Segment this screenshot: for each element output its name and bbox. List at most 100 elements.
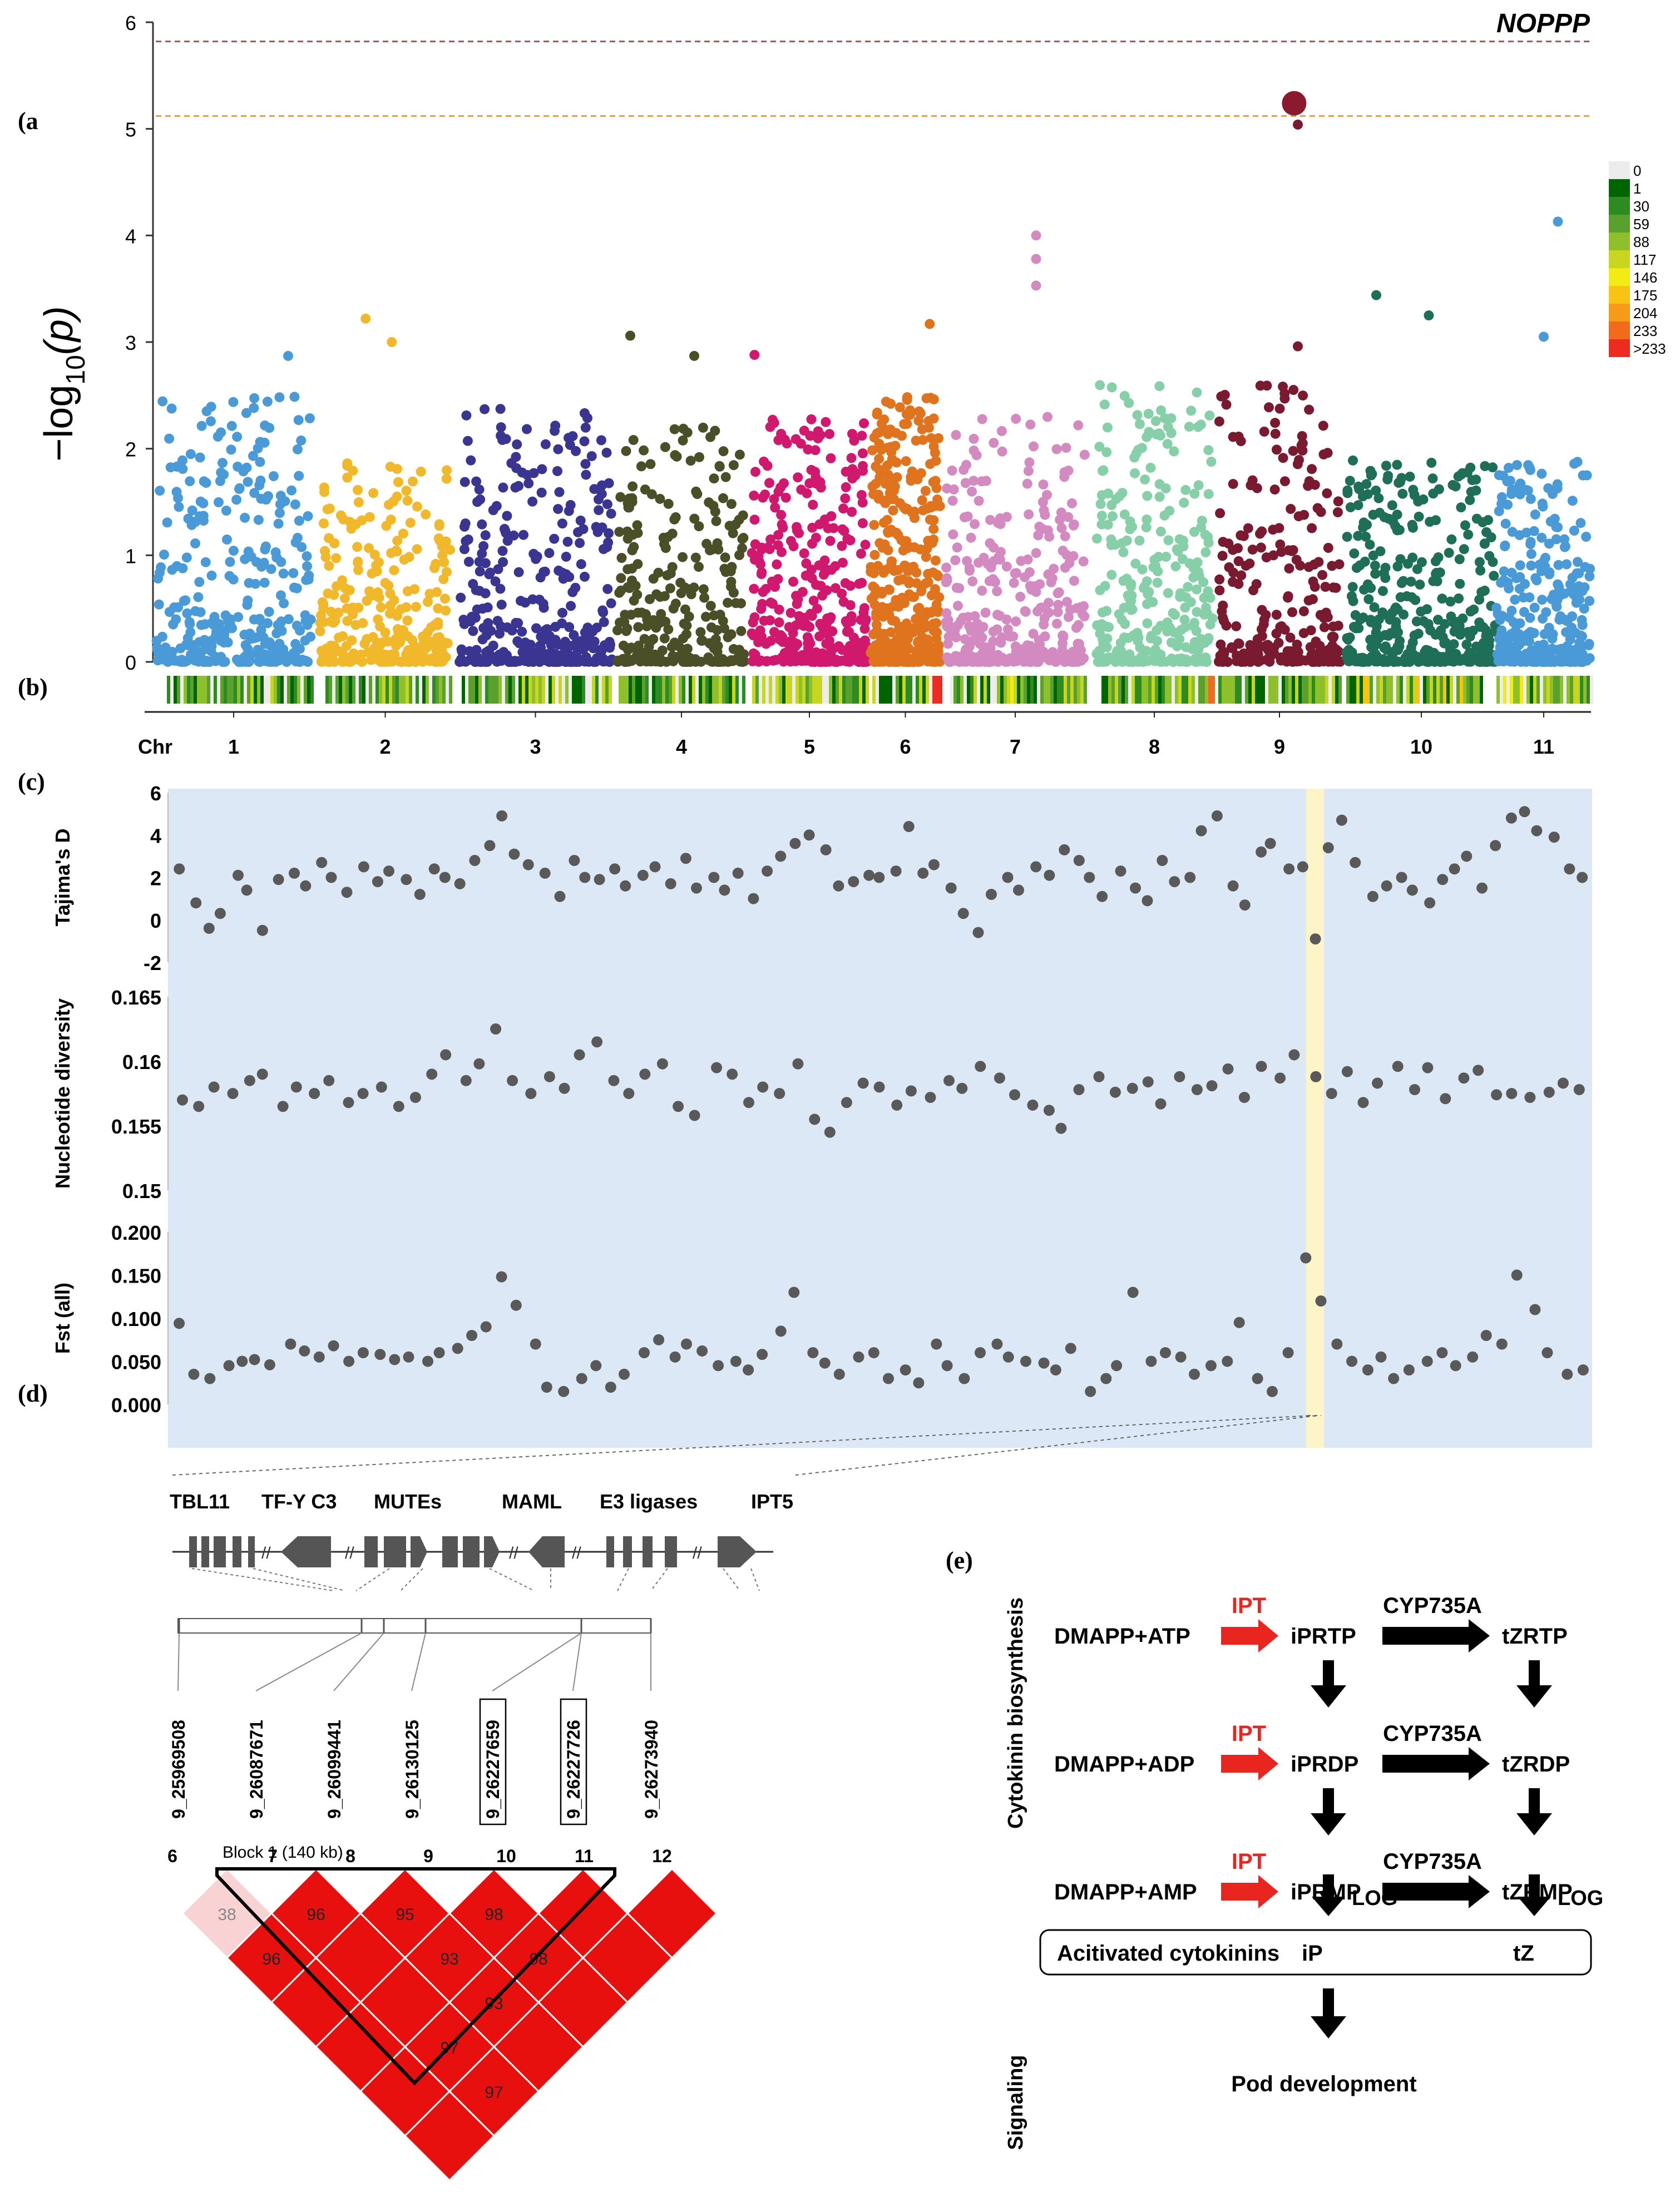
density-cell — [518, 676, 522, 704]
snp-point-top — [1293, 341, 1303, 352]
snp-point — [856, 548, 866, 559]
density-cell — [642, 676, 645, 704]
snp-point — [1137, 564, 1148, 575]
density-cell — [538, 676, 542, 704]
snp-point — [233, 612, 244, 622]
snp-point — [1512, 460, 1522, 471]
snp-point — [1055, 514, 1065, 525]
snp-point — [661, 656, 672, 667]
snp-point — [1024, 567, 1035, 577]
popgen-point — [569, 855, 580, 866]
ylabel-base: 10 — [61, 355, 91, 384]
snp-point — [669, 424, 680, 434]
snp-point — [859, 418, 869, 429]
snp-point — [507, 625, 517, 636]
density-cell — [1332, 676, 1335, 704]
snp-point — [271, 552, 282, 563]
snp-point — [1039, 619, 1049, 630]
density-cell — [1325, 676, 1328, 704]
snp-point — [780, 492, 791, 503]
popgen-point — [748, 893, 759, 904]
snp-point — [627, 563, 637, 574]
snp-point — [1567, 496, 1578, 506]
density-cell — [1101, 676, 1105, 704]
snp-point — [967, 486, 977, 497]
snp-point — [1297, 446, 1308, 456]
density-cell — [1262, 676, 1265, 704]
snp-point — [629, 542, 639, 552]
snp-point-top — [689, 350, 699, 361]
density-cell — [535, 676, 538, 704]
snp-point — [1333, 496, 1343, 507]
snp-point — [1471, 641, 1481, 652]
popgen-point — [1059, 844, 1070, 855]
popgen-point — [696, 1345, 708, 1357]
density-cell — [1168, 676, 1172, 704]
snp-point — [636, 461, 646, 472]
popgen-point — [1505, 812, 1517, 824]
snp-point — [1094, 442, 1105, 452]
snp-point — [1155, 526, 1166, 537]
popgen-point — [440, 1049, 452, 1061]
activated-cytokinins-box — [1039, 1929, 1592, 1976]
snp-point — [1100, 581, 1110, 591]
density-cell — [1255, 676, 1258, 704]
popgen-point — [1421, 1355, 1433, 1367]
exon — [665, 1536, 677, 1567]
legend-swatch — [1609, 268, 1630, 286]
snp-point — [1278, 453, 1288, 463]
popgen-point — [174, 863, 185, 875]
density-cell — [1550, 676, 1553, 704]
popgen-point — [358, 861, 369, 873]
density-cell — [819, 676, 822, 704]
snp-point — [631, 652, 641, 662]
snp-point — [1481, 657, 1492, 667]
density-cell — [1228, 676, 1232, 704]
snp-point — [1054, 652, 1065, 663]
down-arrow — [1311, 1660, 1346, 1708]
popgen-point — [649, 861, 661, 873]
density-cell — [970, 676, 974, 704]
snp-point — [1332, 656, 1343, 667]
density-cell — [1536, 676, 1540, 704]
snp-point — [1298, 628, 1309, 639]
snp-point — [1020, 606, 1030, 616]
popgen-point — [428, 863, 440, 875]
density-cell — [1456, 676, 1460, 704]
snp-point — [967, 636, 977, 646]
popgen-point — [1310, 1071, 1322, 1082]
snp-point — [891, 527, 902, 538]
legend-swatch — [1609, 304, 1630, 321]
snp-point — [554, 487, 565, 497]
break-mark: // — [261, 1544, 271, 1562]
density-cell — [826, 676, 829, 704]
snp-point — [916, 586, 926, 596]
popgen-point — [236, 1355, 248, 1367]
density-cell — [260, 676, 264, 704]
snp-point — [1577, 615, 1587, 625]
snp-point — [1073, 420, 1084, 431]
density-cell — [1175, 676, 1178, 704]
snp-point — [1150, 416, 1161, 427]
snp-point — [289, 582, 299, 593]
snp-point — [1316, 507, 1326, 517]
ld-index-label: 8 — [345, 1846, 355, 1866]
density-cell — [1178, 676, 1182, 704]
snp-point — [881, 565, 891, 575]
density-cell — [1275, 676, 1278, 704]
density-cell — [789, 676, 792, 704]
snp-point — [542, 624, 552, 635]
snp-point — [1353, 531, 1363, 541]
snp-point — [1029, 441, 1039, 452]
density-cell — [210, 676, 214, 704]
snp-point — [219, 637, 229, 648]
popgen-point — [1577, 1364, 1589, 1375]
snp-point — [465, 655, 476, 665]
snp-point — [1132, 410, 1143, 420]
density-cell — [462, 676, 465, 704]
popgen-point — [1013, 884, 1024, 896]
density-cell — [832, 676, 836, 704]
snp-point — [1236, 657, 1247, 667]
snp-point — [579, 408, 590, 418]
popgen-point — [460, 1075, 472, 1086]
